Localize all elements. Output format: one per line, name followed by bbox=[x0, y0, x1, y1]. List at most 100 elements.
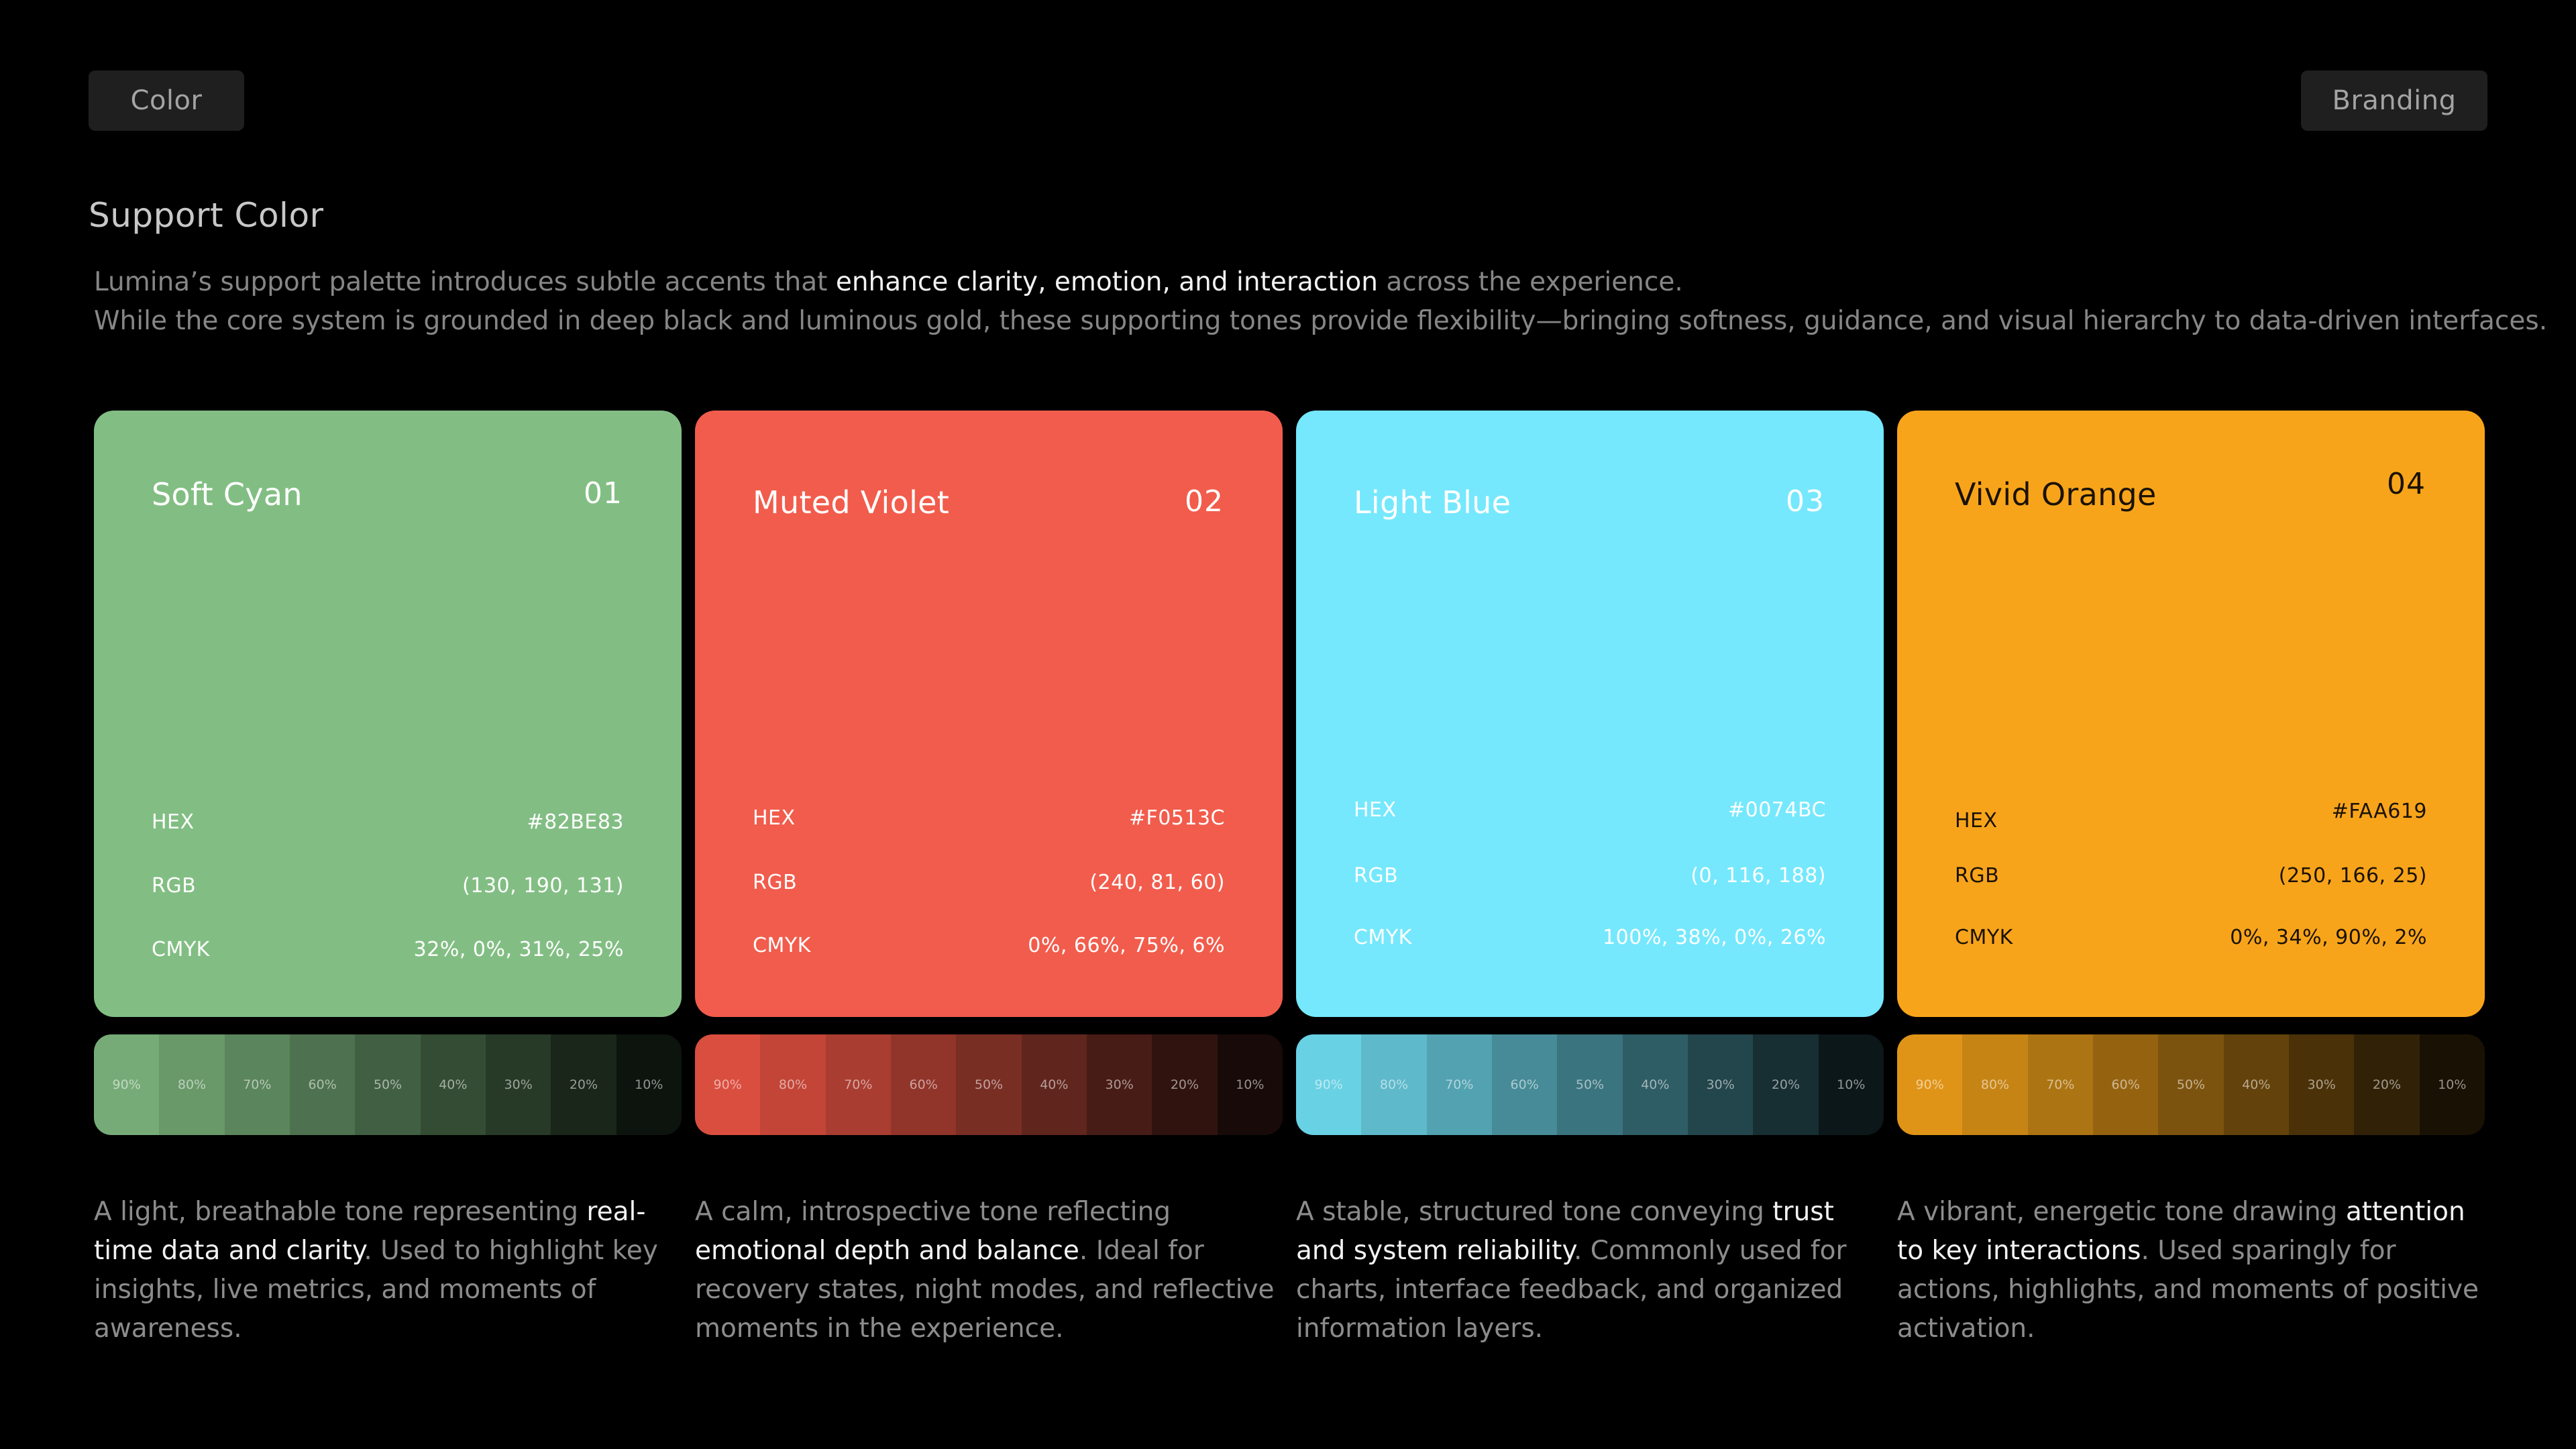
color-tag[interactable]: Color bbox=[89, 70, 244, 131]
hex-value: #82BE83 bbox=[527, 810, 624, 834]
color-number: 02 bbox=[1185, 484, 1224, 519]
tint-label: 70% bbox=[1445, 1077, 1474, 1092]
tint-swatch: 10% bbox=[616, 1034, 682, 1135]
tint-swatch: 40% bbox=[420, 1034, 486, 1135]
color-card-muted-violet[interactable]: Muted Violet 02 HEX #F0513C RGB (240, 81… bbox=[695, 411, 1283, 1017]
tint-swatch: 20% bbox=[2354, 1034, 2420, 1135]
tint-swatch: 60% bbox=[1491, 1034, 1558, 1135]
tint-swatch: 70% bbox=[825, 1034, 891, 1135]
tint-label: 20% bbox=[1170, 1077, 1199, 1092]
intro-line-2: While the core system is grounded in dee… bbox=[94, 306, 2548, 336]
tint-swatch: 60% bbox=[2092, 1034, 2159, 1135]
cmyk-label: CMYK bbox=[1955, 926, 2013, 949]
intro-line-1: Lumina’s support palette introduces subt… bbox=[94, 263, 2536, 302]
color-card-vivid-orange[interactable]: Vivid Orange 04 HEX #FAA619 RGB (250, 16… bbox=[1897, 411, 2485, 1017]
tint-label: 60% bbox=[909, 1077, 938, 1092]
hex-row: HEX #FAA619 bbox=[1955, 800, 2427, 833]
tint-label: 30% bbox=[1706, 1077, 1735, 1092]
tint-swatch: 80% bbox=[1962, 1034, 2028, 1135]
tint-swatch: 60% bbox=[289, 1034, 356, 1135]
color-card-light-blue[interactable]: Light Blue 03 HEX #0074BC RGB (0, 116, 1… bbox=[1296, 411, 1884, 1017]
tint-strip-vivid-orange: 90% 80% 70% 60% 50% 40% 30% 20% 10% bbox=[1897, 1034, 2485, 1135]
description-vivid-orange: A vibrant, energetic tone drawing attent… bbox=[1897, 1193, 2481, 1348]
tint-swatch: 90% bbox=[695, 1034, 761, 1135]
tint-label: 30% bbox=[504, 1077, 533, 1092]
tint-swatch: 20% bbox=[551, 1034, 616, 1135]
description-muted-violet: A calm, introspective tone reflecting em… bbox=[695, 1193, 1279, 1348]
tint-label: 10% bbox=[2438, 1077, 2467, 1092]
description-highlight: real-time data and clarity bbox=[94, 1197, 646, 1266]
tint-label: 90% bbox=[713, 1077, 742, 1092]
tint-label: 30% bbox=[1105, 1077, 1134, 1092]
tint-label: 60% bbox=[2111, 1077, 2140, 1092]
color-number: 03 bbox=[1786, 484, 1825, 519]
rgb-row: RGB (130, 190, 131) bbox=[152, 874, 624, 898]
description-end: . Commonly used for charts, interface fe… bbox=[1296, 1236, 1847, 1344]
tint-label: 90% bbox=[1314, 1077, 1343, 1092]
tint-label: 20% bbox=[2372, 1077, 2402, 1092]
tint-label: 90% bbox=[112, 1077, 141, 1092]
description-start: A stable, structured tone conveying bbox=[1296, 1197, 1773, 1227]
hex-label: HEX bbox=[1955, 809, 1998, 833]
hex-label: HEX bbox=[753, 806, 796, 830]
color-name: Vivid Orange bbox=[1955, 476, 2157, 513]
tint-strip-light-blue: 90% 80% 70% 60% 50% 40% 30% 20% 10% bbox=[1296, 1034, 1884, 1135]
hex-label: HEX bbox=[1354, 798, 1397, 822]
tint-strip-muted-violet: 90% 80% 70% 60% 50% 40% 30% 20% 10% bbox=[695, 1034, 1283, 1135]
tint-label: 50% bbox=[974, 1077, 1004, 1092]
tint-label: 70% bbox=[844, 1077, 873, 1092]
rgb-value: (250, 166, 25) bbox=[2278, 864, 2427, 888]
intro-line-1-start: Lumina’s support palette introduces subt… bbox=[94, 267, 836, 297]
description-end: . Ideal for recovery states, night modes… bbox=[695, 1236, 1275, 1344]
cmyk-row: CMYK 0%, 34%, 90%, 2% bbox=[1955, 926, 2427, 949]
tint-swatch: 50% bbox=[2158, 1034, 2224, 1135]
cmyk-label: CMYK bbox=[1354, 926, 1412, 949]
tint-swatch: 70% bbox=[224, 1034, 290, 1135]
tint-label: 40% bbox=[439, 1077, 468, 1092]
hex-value: #FAA619 bbox=[2331, 800, 2427, 823]
tint-strip-soft-cyan: 90% 80% 70% 60% 50% 40% 30% 20% 10% bbox=[94, 1034, 682, 1135]
hex-label: HEX bbox=[152, 810, 195, 834]
tint-swatch: 40% bbox=[2223, 1034, 2289, 1135]
color-card-soft-cyan[interactable]: Soft Cyan 01 HEX #82BE83 RGB (130, 190, … bbox=[94, 411, 682, 1017]
tint-swatch: 30% bbox=[485, 1034, 551, 1135]
branding-tag[interactable]: Branding bbox=[2301, 70, 2487, 131]
description-highlight: attention to key interactions bbox=[1897, 1197, 2465, 1266]
cmyk-row: CMYK 0%, 66%, 75%, 6% bbox=[753, 934, 1225, 957]
tint-label: 20% bbox=[1771, 1077, 1801, 1092]
section-title: Support Color bbox=[89, 196, 324, 235]
intro-paragraph: Lumina’s support palette introduces subt… bbox=[94, 263, 2548, 341]
tint-swatch: 80% bbox=[159, 1034, 225, 1135]
description-light-blue: A stable, structured tone conveying trus… bbox=[1296, 1193, 1880, 1348]
color-name: Muted Violet bbox=[753, 484, 950, 521]
tint-swatch: 90% bbox=[1296, 1034, 1362, 1135]
color-number: 01 bbox=[584, 476, 623, 511]
description-start: A light, breathable tone representing bbox=[94, 1197, 587, 1227]
tint-swatch: 20% bbox=[1152, 1034, 1218, 1135]
cmyk-value: 0%, 34%, 90%, 2% bbox=[2230, 926, 2427, 949]
tint-swatch: 80% bbox=[760, 1034, 826, 1135]
rgb-row: RGB (250, 166, 25) bbox=[1955, 864, 2427, 888]
rgb-row: RGB (0, 116, 188) bbox=[1354, 864, 1826, 888]
tint-label: 40% bbox=[1641, 1077, 1670, 1092]
tint-swatch: 90% bbox=[1897, 1034, 1963, 1135]
rgb-label: RGB bbox=[1354, 864, 1399, 888]
cmyk-row: CMYK 32%, 0%, 31%, 25% bbox=[152, 938, 624, 961]
tint-swatch: 40% bbox=[1021, 1034, 1087, 1135]
tint-label: 30% bbox=[2307, 1077, 2336, 1092]
hex-value: #F0513C bbox=[1128, 806, 1225, 830]
tint-swatch: 70% bbox=[1426, 1034, 1492, 1135]
tint-label: 80% bbox=[1980, 1077, 2010, 1092]
tint-swatch: 10% bbox=[1818, 1034, 1884, 1135]
tint-swatch: 10% bbox=[1217, 1034, 1283, 1135]
tint-label: 50% bbox=[373, 1077, 402, 1092]
description-end: . Used to highlight key insights, live m… bbox=[94, 1236, 658, 1344]
hex-row: HEX #F0513C bbox=[753, 806, 1225, 830]
tint-swatch: 50% bbox=[355, 1034, 421, 1135]
tint-label: 80% bbox=[177, 1077, 207, 1092]
description-highlight: emotional depth and balance bbox=[695, 1236, 1079, 1266]
color-number: 04 bbox=[2387, 467, 2426, 501]
tint-label: 40% bbox=[2242, 1077, 2271, 1092]
cmyk-label: CMYK bbox=[152, 938, 210, 961]
description-start: A vibrant, energetic tone drawing bbox=[1897, 1197, 2346, 1227]
